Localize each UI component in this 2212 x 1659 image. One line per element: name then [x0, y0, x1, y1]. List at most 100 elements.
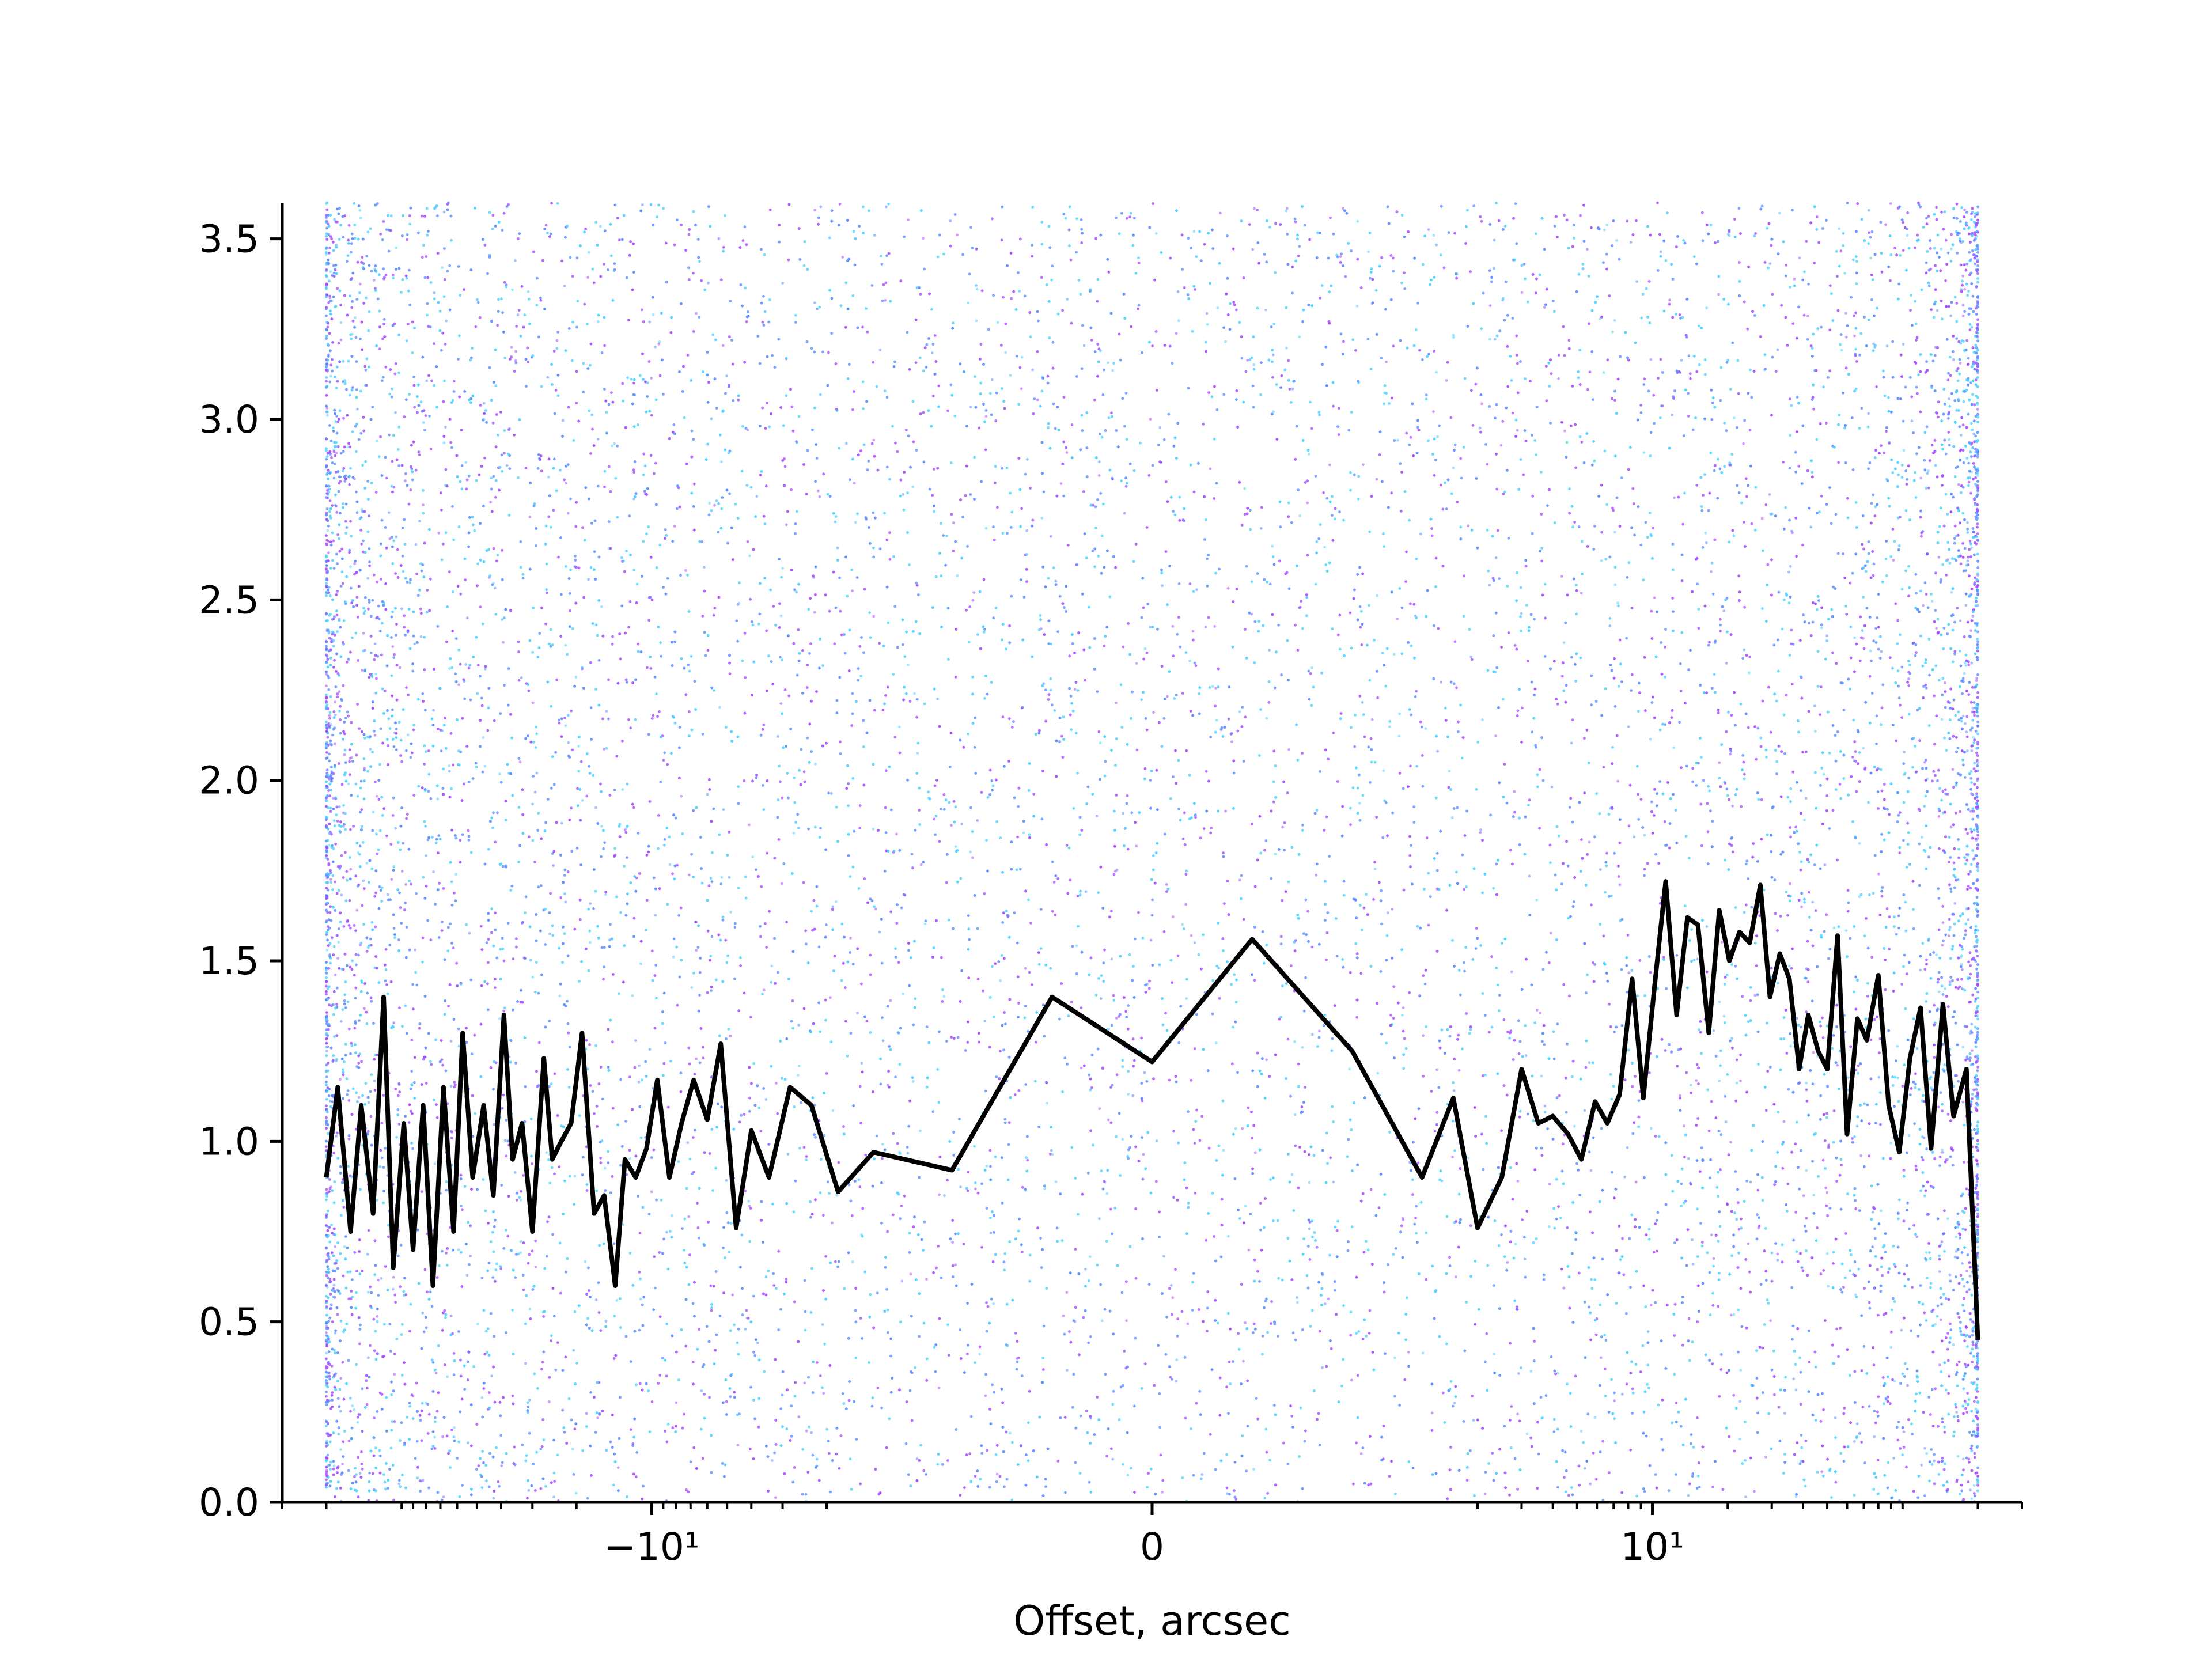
scatter-point [673, 525, 676, 528]
scatter-point [1659, 250, 1662, 253]
scatter-point [586, 276, 590, 279]
scatter-point [574, 676, 578, 679]
scatter-point [1241, 1127, 1244, 1130]
scatter-point [1455, 1275, 1457, 1278]
scatter-point [792, 832, 796, 835]
scatter-point [566, 512, 570, 515]
scatter-point [394, 411, 397, 414]
scatter-point [1623, 1175, 1627, 1179]
scatter-point [1516, 429, 1519, 432]
scatter-point [1903, 751, 1906, 753]
scatter-point [1588, 1061, 1591, 1065]
scatter-point [1149, 626, 1152, 629]
scatter-point [1720, 941, 1724, 944]
scatter-point [1633, 835, 1636, 839]
scatter-point [1805, 1081, 1808, 1085]
scatter-point [1944, 987, 1947, 990]
scatter-point [1877, 1075, 1881, 1079]
scatter-point [1271, 353, 1275, 357]
scatter-point [937, 1387, 941, 1389]
scatter-point [1858, 842, 1861, 845]
scatter-point [1242, 1359, 1245, 1363]
scatter-point [1803, 819, 1806, 821]
scatter-point [329, 270, 332, 274]
scatter-point [725, 1179, 728, 1182]
scatter-point [425, 854, 427, 857]
scatter-point [722, 808, 725, 811]
scatter-point [1115, 701, 1118, 704]
scatter-point [434, 1372, 438, 1374]
scatter-point [1285, 207, 1289, 210]
scatter-point [1250, 612, 1253, 616]
scatter-point [720, 876, 724, 879]
scatter-point [1186, 1322, 1190, 1325]
scatter-point [813, 611, 816, 614]
scatter-point [448, 770, 451, 773]
scatter-point [989, 1232, 993, 1234]
scatter-point [501, 618, 504, 621]
scatter-point [482, 402, 486, 405]
scatter-point [1315, 873, 1318, 877]
scatter-point [377, 1278, 380, 1282]
scatter-point [1966, 521, 1969, 524]
scatter-point [925, 1278, 928, 1281]
scatter-point [779, 702, 783, 705]
scatter-point [829, 996, 832, 999]
scatter-point [1961, 304, 1965, 307]
scatter-point [422, 503, 425, 506]
scatter-point [367, 1101, 370, 1104]
scatter-point [971, 599, 975, 602]
scatter-point [1788, 964, 1791, 968]
scatter-point [1065, 1291, 1069, 1294]
scatter-point [1355, 304, 1359, 308]
scatter-point [1629, 241, 1633, 244]
scatter-point [1142, 1153, 1145, 1156]
scatter-point [1963, 209, 1967, 211]
scatter-point [1957, 483, 1960, 486]
scatter-point [943, 1194, 946, 1198]
scatter-point [1840, 349, 1843, 352]
scatter-point [1204, 626, 1207, 628]
scatter-point [938, 1193, 941, 1196]
scatter-point [776, 735, 779, 738]
scatter-point [1738, 1400, 1742, 1403]
scatter-point [1923, 760, 1926, 764]
scatter-point [572, 1349, 575, 1352]
scatter-point [503, 1139, 507, 1142]
scatter-point [779, 614, 783, 618]
scatter-point [1493, 238, 1496, 242]
scatter-point [1724, 1120, 1728, 1123]
scatter-point [1451, 1156, 1454, 1158]
scatter-point [1543, 1104, 1547, 1108]
scatter-point [1906, 234, 1909, 237]
scatter-point [1892, 1456, 1895, 1460]
scatter-point [1971, 1049, 1974, 1052]
scatter-point [1259, 527, 1263, 530]
scatter-point [1185, 997, 1188, 1000]
scatter-point [437, 531, 440, 535]
scatter-point [596, 1416, 599, 1420]
scatter-point [849, 937, 852, 940]
scatter-point [1099, 741, 1102, 744]
scatter-point [1397, 734, 1401, 738]
scatter-point [603, 1166, 607, 1170]
scatter-point [728, 876, 731, 879]
scatter-point [1359, 1452, 1363, 1455]
scatter-point [1919, 476, 1923, 480]
scatter-point [1560, 575, 1563, 578]
scatter-point [1649, 358, 1653, 361]
scatter-point [1668, 298, 1671, 302]
scatter-point [1376, 594, 1378, 597]
scatter-point [1680, 359, 1683, 362]
scatter-point [1960, 434, 1963, 437]
scatter-point [1794, 1495, 1798, 1498]
scatter-point [1938, 1363, 1941, 1366]
scatter-point [654, 345, 657, 349]
scatter-point [365, 862, 369, 865]
scatter-point [1494, 556, 1498, 559]
scatter-point [1205, 312, 1209, 315]
scatter-point [581, 799, 584, 802]
scatter-point [446, 1375, 449, 1378]
scatter-point [518, 760, 522, 763]
scatter-point [902, 992, 904, 995]
